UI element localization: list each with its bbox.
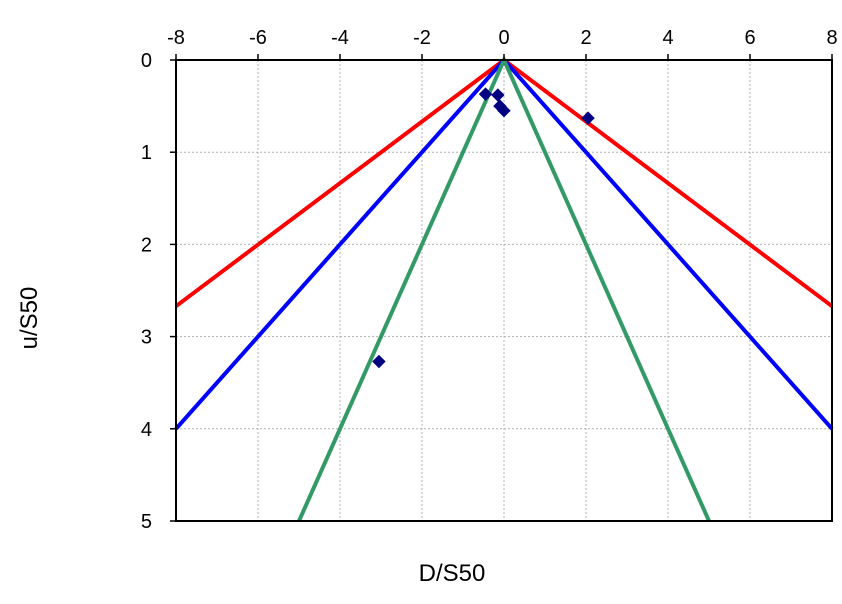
x-tick-label: 0 — [498, 27, 509, 49]
data-point — [491, 88, 505, 102]
x-tick-label: 8 — [826, 27, 837, 49]
y-tick-label: 2 — [141, 234, 152, 256]
data-point — [497, 104, 511, 118]
x-tick-label: -4 — [331, 27, 349, 49]
y-tick-label: 1 — [141, 142, 152, 164]
x-tick-label: -8 — [167, 27, 185, 49]
x-tick-label: -6 — [249, 27, 267, 49]
data-point — [372, 354, 386, 369]
x-tick-labels: -8 -6 -4 -2 0 2 4 6 8 — [167, 27, 838, 60]
y-tick-label: 3 — [141, 327, 152, 349]
x-tick-label: 6 — [744, 27, 755, 49]
x-tick-label: 4 — [662, 27, 673, 49]
x-tick-label: 2 — [580, 27, 591, 49]
data-point — [478, 87, 493, 101]
y-tick-label: 4 — [141, 419, 152, 441]
y-tick-label: 5 — [141, 511, 152, 533]
data-point — [581, 111, 595, 125]
y-tick-label: 0 — [141, 50, 152, 72]
y-axis-title: u/S50 — [16, 286, 43, 350]
y-tick-labels: 0 1 2 3 4 5 — [141, 50, 176, 533]
data-points — [372, 87, 595, 369]
x-tick-label: -2 — [413, 27, 431, 49]
x-axis-title: D/S50 — [418, 560, 486, 587]
gridlines — [176, 60, 832, 521]
